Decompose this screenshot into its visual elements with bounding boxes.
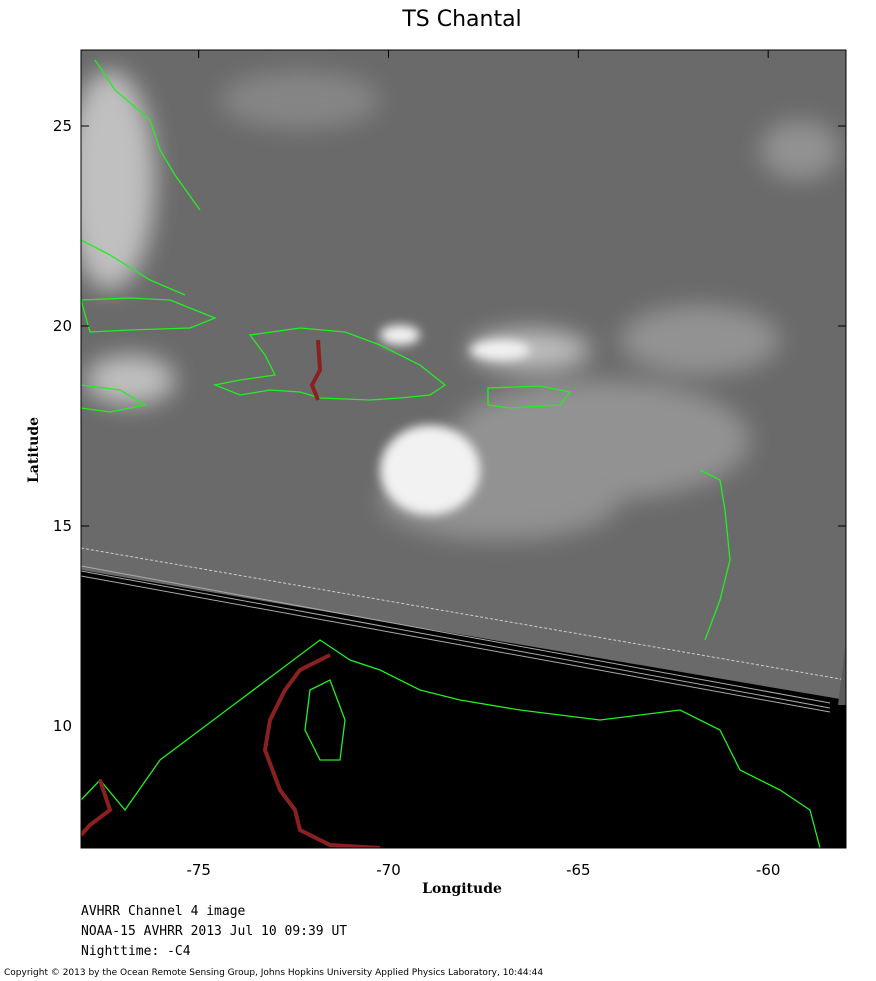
- satellite-image: [81, 50, 846, 848]
- y-tick-label: 15: [53, 517, 72, 535]
- y-tick-label: 20: [53, 317, 72, 335]
- x-axis-label: Longitude: [422, 881, 502, 897]
- caption: NOAA-15 AVHRR 2013 Jul 10 09:39 UT: [81, 924, 347, 939]
- y-tick-label: 25: [53, 117, 72, 135]
- y-axis-label: Latitude: [26, 417, 42, 483]
- y-tick-label: 10: [53, 717, 72, 735]
- x-tick-label: -75: [186, 861, 211, 879]
- plot-frame: [80, 49, 847, 849]
- title: TS Chantal: [401, 7, 521, 32]
- caption: Nighttime: -C4: [81, 944, 191, 959]
- x-tick-label: -65: [566, 861, 591, 879]
- copyright: Copyright © 2013 by the Ocean Remote Sen…: [4, 968, 543, 978]
- caption: AVHRR Channel 4 image: [81, 904, 246, 919]
- x-tick-label: -70: [376, 861, 401, 879]
- x-tick-label: -60: [756, 861, 781, 879]
